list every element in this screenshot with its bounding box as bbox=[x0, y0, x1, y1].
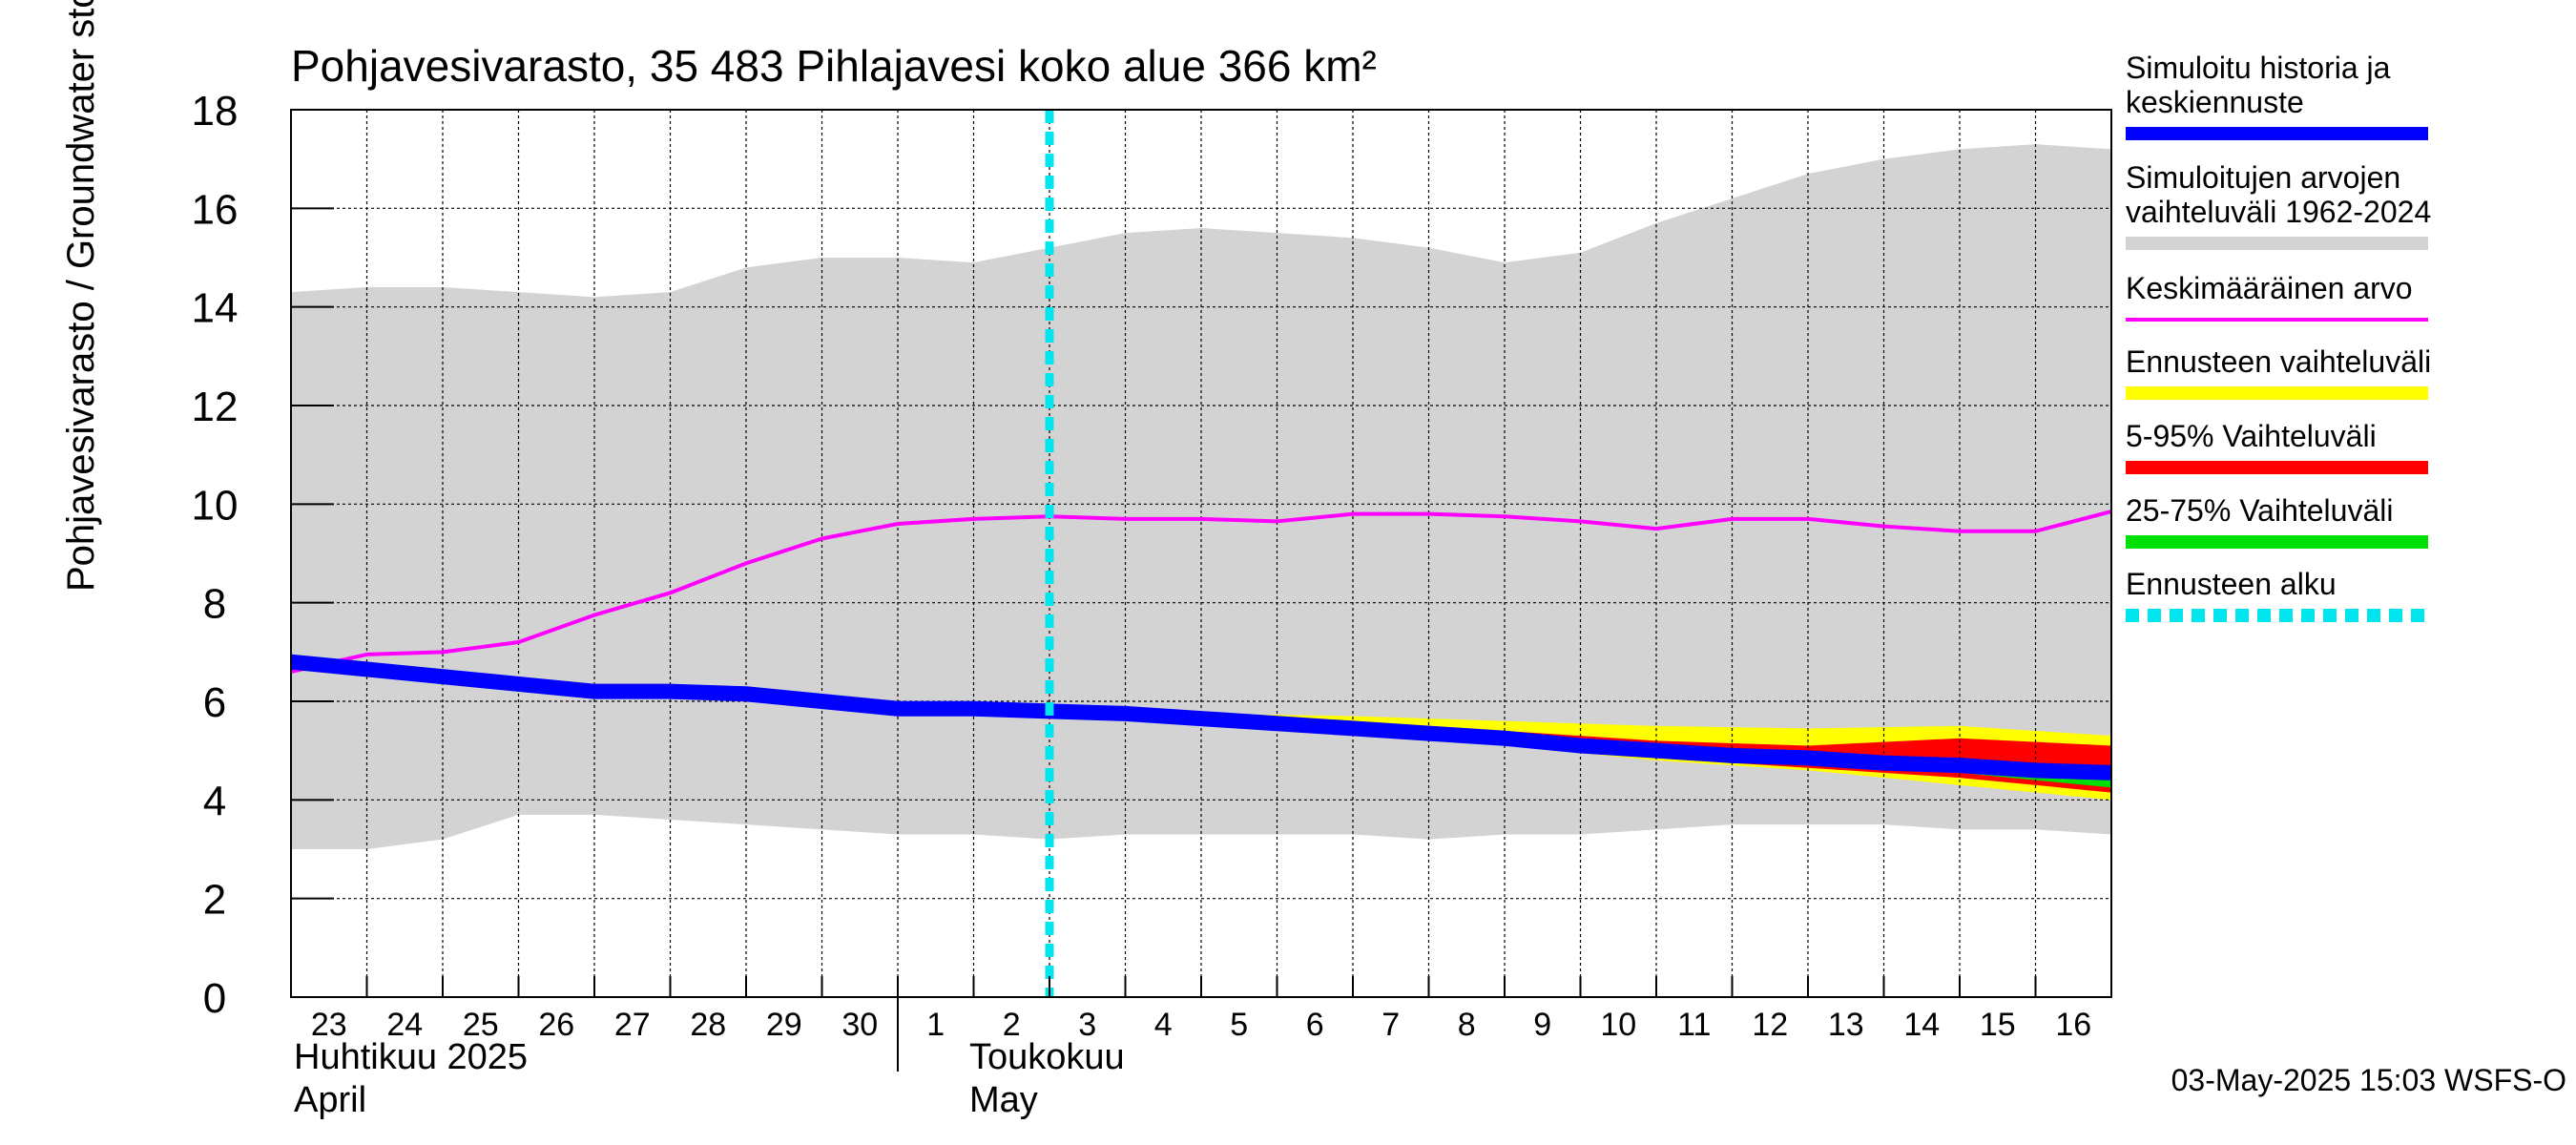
legend-label: 25-75% Vaihteluväli bbox=[2126, 493, 2393, 528]
x-tick-label: 25 bbox=[463, 1007, 499, 1043]
legend-label: Ennusteen alku bbox=[2126, 567, 2337, 601]
y-tick-label: 18 bbox=[192, 88, 239, 135]
x-tick-label: 27 bbox=[614, 1007, 651, 1043]
month-label-fi: Huhtikuu 2025 bbox=[294, 1037, 528, 1077]
grid-lines bbox=[291, 110, 2111, 997]
x-tick-label: 26 bbox=[538, 1007, 574, 1043]
x-tick-label: 2 bbox=[1003, 1007, 1021, 1043]
x-tick-label: 28 bbox=[690, 1007, 726, 1043]
legend-label: Ennusteen vaihteluväli bbox=[2126, 344, 2431, 379]
band-5-95-vaihteluv-li bbox=[1049, 711, 2111, 793]
x-tick-label: 5 bbox=[1230, 1007, 1248, 1043]
y-tick-label: 12 bbox=[192, 384, 239, 430]
y-tick-label: 0 bbox=[203, 975, 226, 1022]
x-tick-label: 7 bbox=[1381, 1007, 1400, 1043]
y-axis: 0 2 4 6 8 10 12 14 16 18 bbox=[192, 88, 334, 1022]
legend-label: Keskimääräinen arvo bbox=[2126, 271, 2413, 305]
y-tick-label: 8 bbox=[203, 581, 226, 628]
legend-label-line2: keskiennuste bbox=[2126, 85, 2304, 119]
x-tick-label: 8 bbox=[1458, 1007, 1476, 1043]
month-label-en: May bbox=[969, 1080, 1038, 1120]
x-tick-label: 9 bbox=[1533, 1007, 1551, 1043]
x-tick-label: 10 bbox=[1600, 1007, 1636, 1043]
chart-title: Pohjavesivarasto, 35 483 Pihlajavesi kok… bbox=[291, 41, 1377, 91]
x-tick-label: 30 bbox=[841, 1007, 878, 1043]
legend-label: 5-95% Vaihteluväli bbox=[2126, 419, 2377, 453]
x-tick-label: 14 bbox=[1903, 1007, 1940, 1043]
y-tick-label: 16 bbox=[192, 186, 239, 233]
x-tick-label: 24 bbox=[386, 1007, 423, 1043]
line-keskim-r-inen-arvo bbox=[290, 510, 2112, 674]
x-tick-label: 11 bbox=[1677, 1007, 1711, 1043]
legend-label: Simuloitujen arvojen bbox=[2126, 160, 2400, 195]
y-axis-label: Pohjavesivarasto / Groundwater storage m… bbox=[60, 0, 102, 592]
x-tick-label: 1 bbox=[926, 1007, 945, 1043]
footer-timestamp: 03-May-2025 15:03 WSFS-O bbox=[2171, 1063, 2566, 1097]
y-tick-label: 6 bbox=[203, 679, 226, 726]
band-ennusteen-vaihteluv-li bbox=[1049, 711, 2111, 801]
line-simuloitu-historia-ja-keskiennuste bbox=[290, 654, 2112, 781]
data-lines bbox=[290, 510, 2112, 781]
x-tick-label: 3 bbox=[1078, 1007, 1096, 1043]
legend-label: Simuloitu historia ja bbox=[2126, 51, 2391, 85]
x-tick-label: 15 bbox=[1980, 1007, 2016, 1043]
x-tick-label: 4 bbox=[1154, 1007, 1173, 1043]
x-tick-label: 12 bbox=[1752, 1007, 1788, 1043]
x-axis: 23 24 25 26 27 28 29 30 1 2 3 4 5 6 7 8 9 10 11 12 13 14 15 16H… bbox=[290, 976, 2112, 1120]
x-tick-label: 6 bbox=[1306, 1007, 1324, 1043]
legend-label-line2: vaihteluväli 1962-2024 bbox=[2126, 195, 2431, 229]
x-tick-label: 16 bbox=[2055, 1007, 2091, 1043]
month-label-en: April bbox=[294, 1080, 366, 1120]
x-tick-label: 29 bbox=[766, 1007, 802, 1043]
y-tick-label: 14 bbox=[192, 285, 239, 332]
x-tick-label: 23 bbox=[311, 1007, 347, 1043]
y-tick-label: 2 bbox=[203, 877, 226, 924]
y-tick-label: 4 bbox=[203, 778, 226, 824]
month-label-fi: Toukokuu bbox=[969, 1037, 1125, 1077]
x-tick-label: 13 bbox=[1828, 1007, 1864, 1043]
y-tick-label: 10 bbox=[192, 482, 239, 529]
